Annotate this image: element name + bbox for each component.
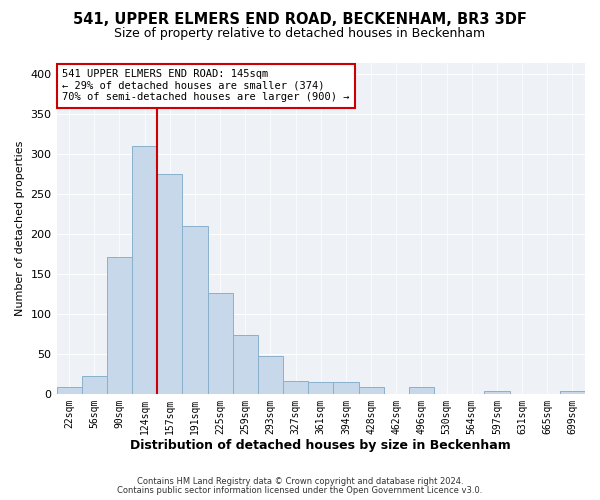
Bar (132, 146, 157, 394)
Y-axis label: Number of detached properties: Number of detached properties (15, 140, 25, 316)
Text: 541, UPPER ELMERS END ROAD, BECKENHAM, BR3 3DF: 541, UPPER ELMERS END ROAD, BECKENHAM, B… (73, 12, 527, 28)
Text: 541 UPPER ELMERS END ROAD: 145sqm
← 29% of detached houses are smaller (374)
70%: 541 UPPER ELMERS END ROAD: 145sqm ← 29% … (62, 69, 349, 102)
Bar (157, 174, 182, 394)
Bar (56, 388, 82, 394)
Bar (308, 382, 334, 394)
Bar (258, 356, 283, 394)
X-axis label: Distribution of detached houses by size in Beckenham: Distribution of detached houses by size … (130, 440, 511, 452)
Text: Contains public sector information licensed under the Open Government Licence v3: Contains public sector information licen… (118, 486, 482, 495)
Bar (560, 392, 585, 394)
Text: Size of property relative to detached houses in Beckenham: Size of property relative to detached ho… (115, 28, 485, 40)
Bar (484, 392, 509, 394)
Bar (208, 293, 233, 394)
Bar (182, 226, 208, 394)
Bar (334, 382, 359, 394)
Text: Contains HM Land Registry data © Crown copyright and database right 2024.: Contains HM Land Registry data © Crown c… (137, 477, 463, 486)
Bar (233, 335, 258, 394)
Bar (107, 256, 132, 394)
Bar (283, 381, 308, 394)
Bar (409, 388, 434, 394)
Bar (82, 376, 107, 394)
Bar (359, 386, 383, 394)
